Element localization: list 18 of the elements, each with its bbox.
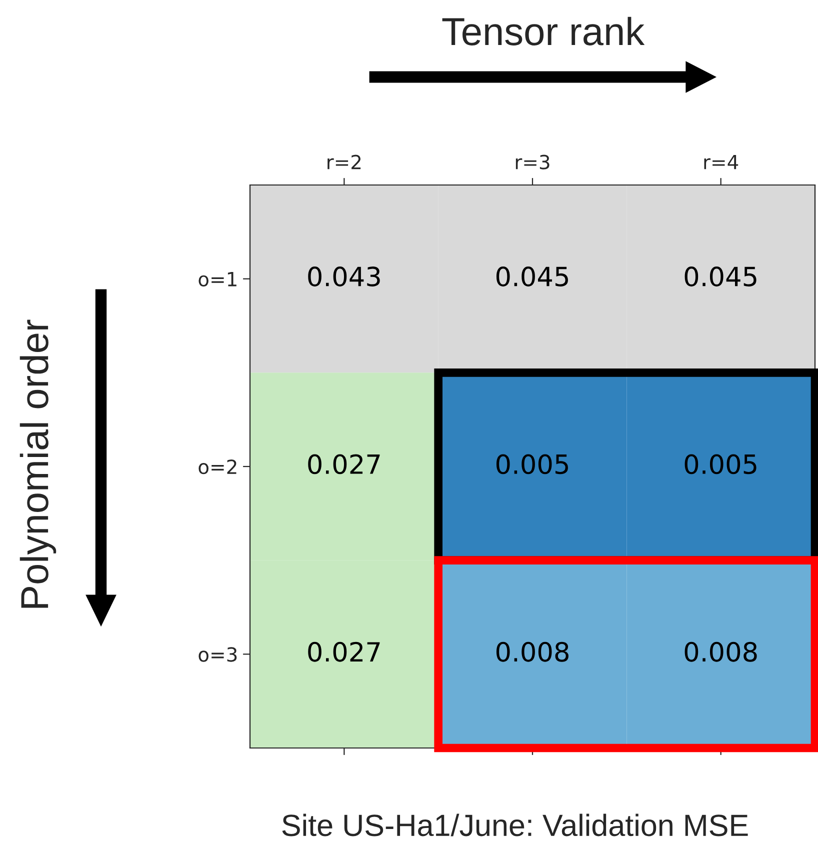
- data-label: 0.005: [684, 454, 756, 474]
- data-label: 0.008: [684, 642, 757, 662]
- y-axis-title: Polynomial order: [20, 320, 56, 608]
- y-tick-label: o=1: [198, 272, 236, 286]
- x-tick-label: r=4: [704, 154, 738, 170]
- text: Site US-Ha1/June: Validation MSE: [282, 814, 748, 836]
- data-label: 0.045: [684, 266, 756, 286]
- x-tick-label: r=3: [516, 154, 550, 170]
- y-tick-label: o=3: [198, 647, 237, 662]
- data-label: 0.043: [308, 266, 380, 286]
- x-tick-label: r=2: [328, 154, 361, 170]
- data-label: 0.005: [496, 454, 568, 474]
- data-label: 0.045: [496, 266, 568, 286]
- data-label: 0.027: [308, 642, 380, 662]
- y-tick-label: o=2: [198, 459, 236, 474]
- x-axis-title: Tensor rank: [442, 16, 645, 46]
- data-label: 0.008: [496, 642, 568, 662]
- data-label: 0.027: [308, 454, 380, 474]
